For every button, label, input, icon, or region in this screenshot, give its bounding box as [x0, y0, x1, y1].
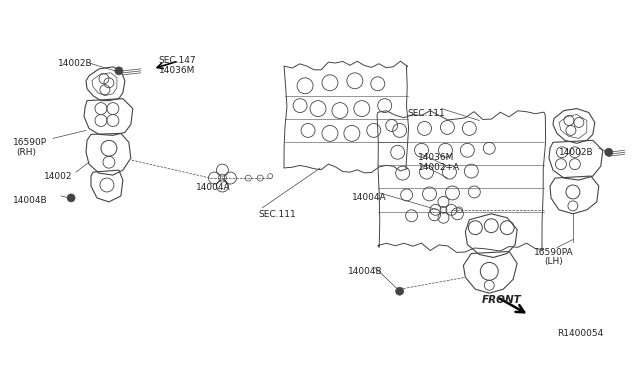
Text: 16590PA: 16590PA [534, 247, 573, 257]
Text: 14004B: 14004B [348, 267, 383, 276]
Text: 14002B: 14002B [58, 59, 93, 68]
Text: 14004A: 14004A [196, 183, 230, 192]
Text: 14004B: 14004B [13, 196, 48, 205]
Text: (LH): (LH) [544, 257, 563, 266]
Text: 14002: 14002 [44, 172, 73, 181]
Text: SEC.111: SEC.111 [408, 109, 445, 118]
Circle shape [396, 287, 404, 295]
Text: SEC.111: SEC.111 [259, 210, 296, 219]
Text: FRONT: FRONT [481, 295, 521, 305]
Text: 14002B: 14002B [559, 148, 593, 157]
Circle shape [115, 67, 123, 75]
Circle shape [605, 148, 612, 156]
Text: 14004A: 14004A [352, 193, 387, 202]
Circle shape [67, 194, 75, 202]
Text: (RH): (RH) [17, 148, 36, 157]
Text: SEC.147: SEC.147 [159, 56, 196, 65]
Text: 14002+A: 14002+A [417, 163, 460, 172]
Text: 14036M: 14036M [417, 153, 454, 162]
Text: R1400054: R1400054 [557, 329, 604, 338]
Text: 16590P: 16590P [13, 138, 47, 147]
Text: 14036M: 14036M [159, 66, 195, 75]
